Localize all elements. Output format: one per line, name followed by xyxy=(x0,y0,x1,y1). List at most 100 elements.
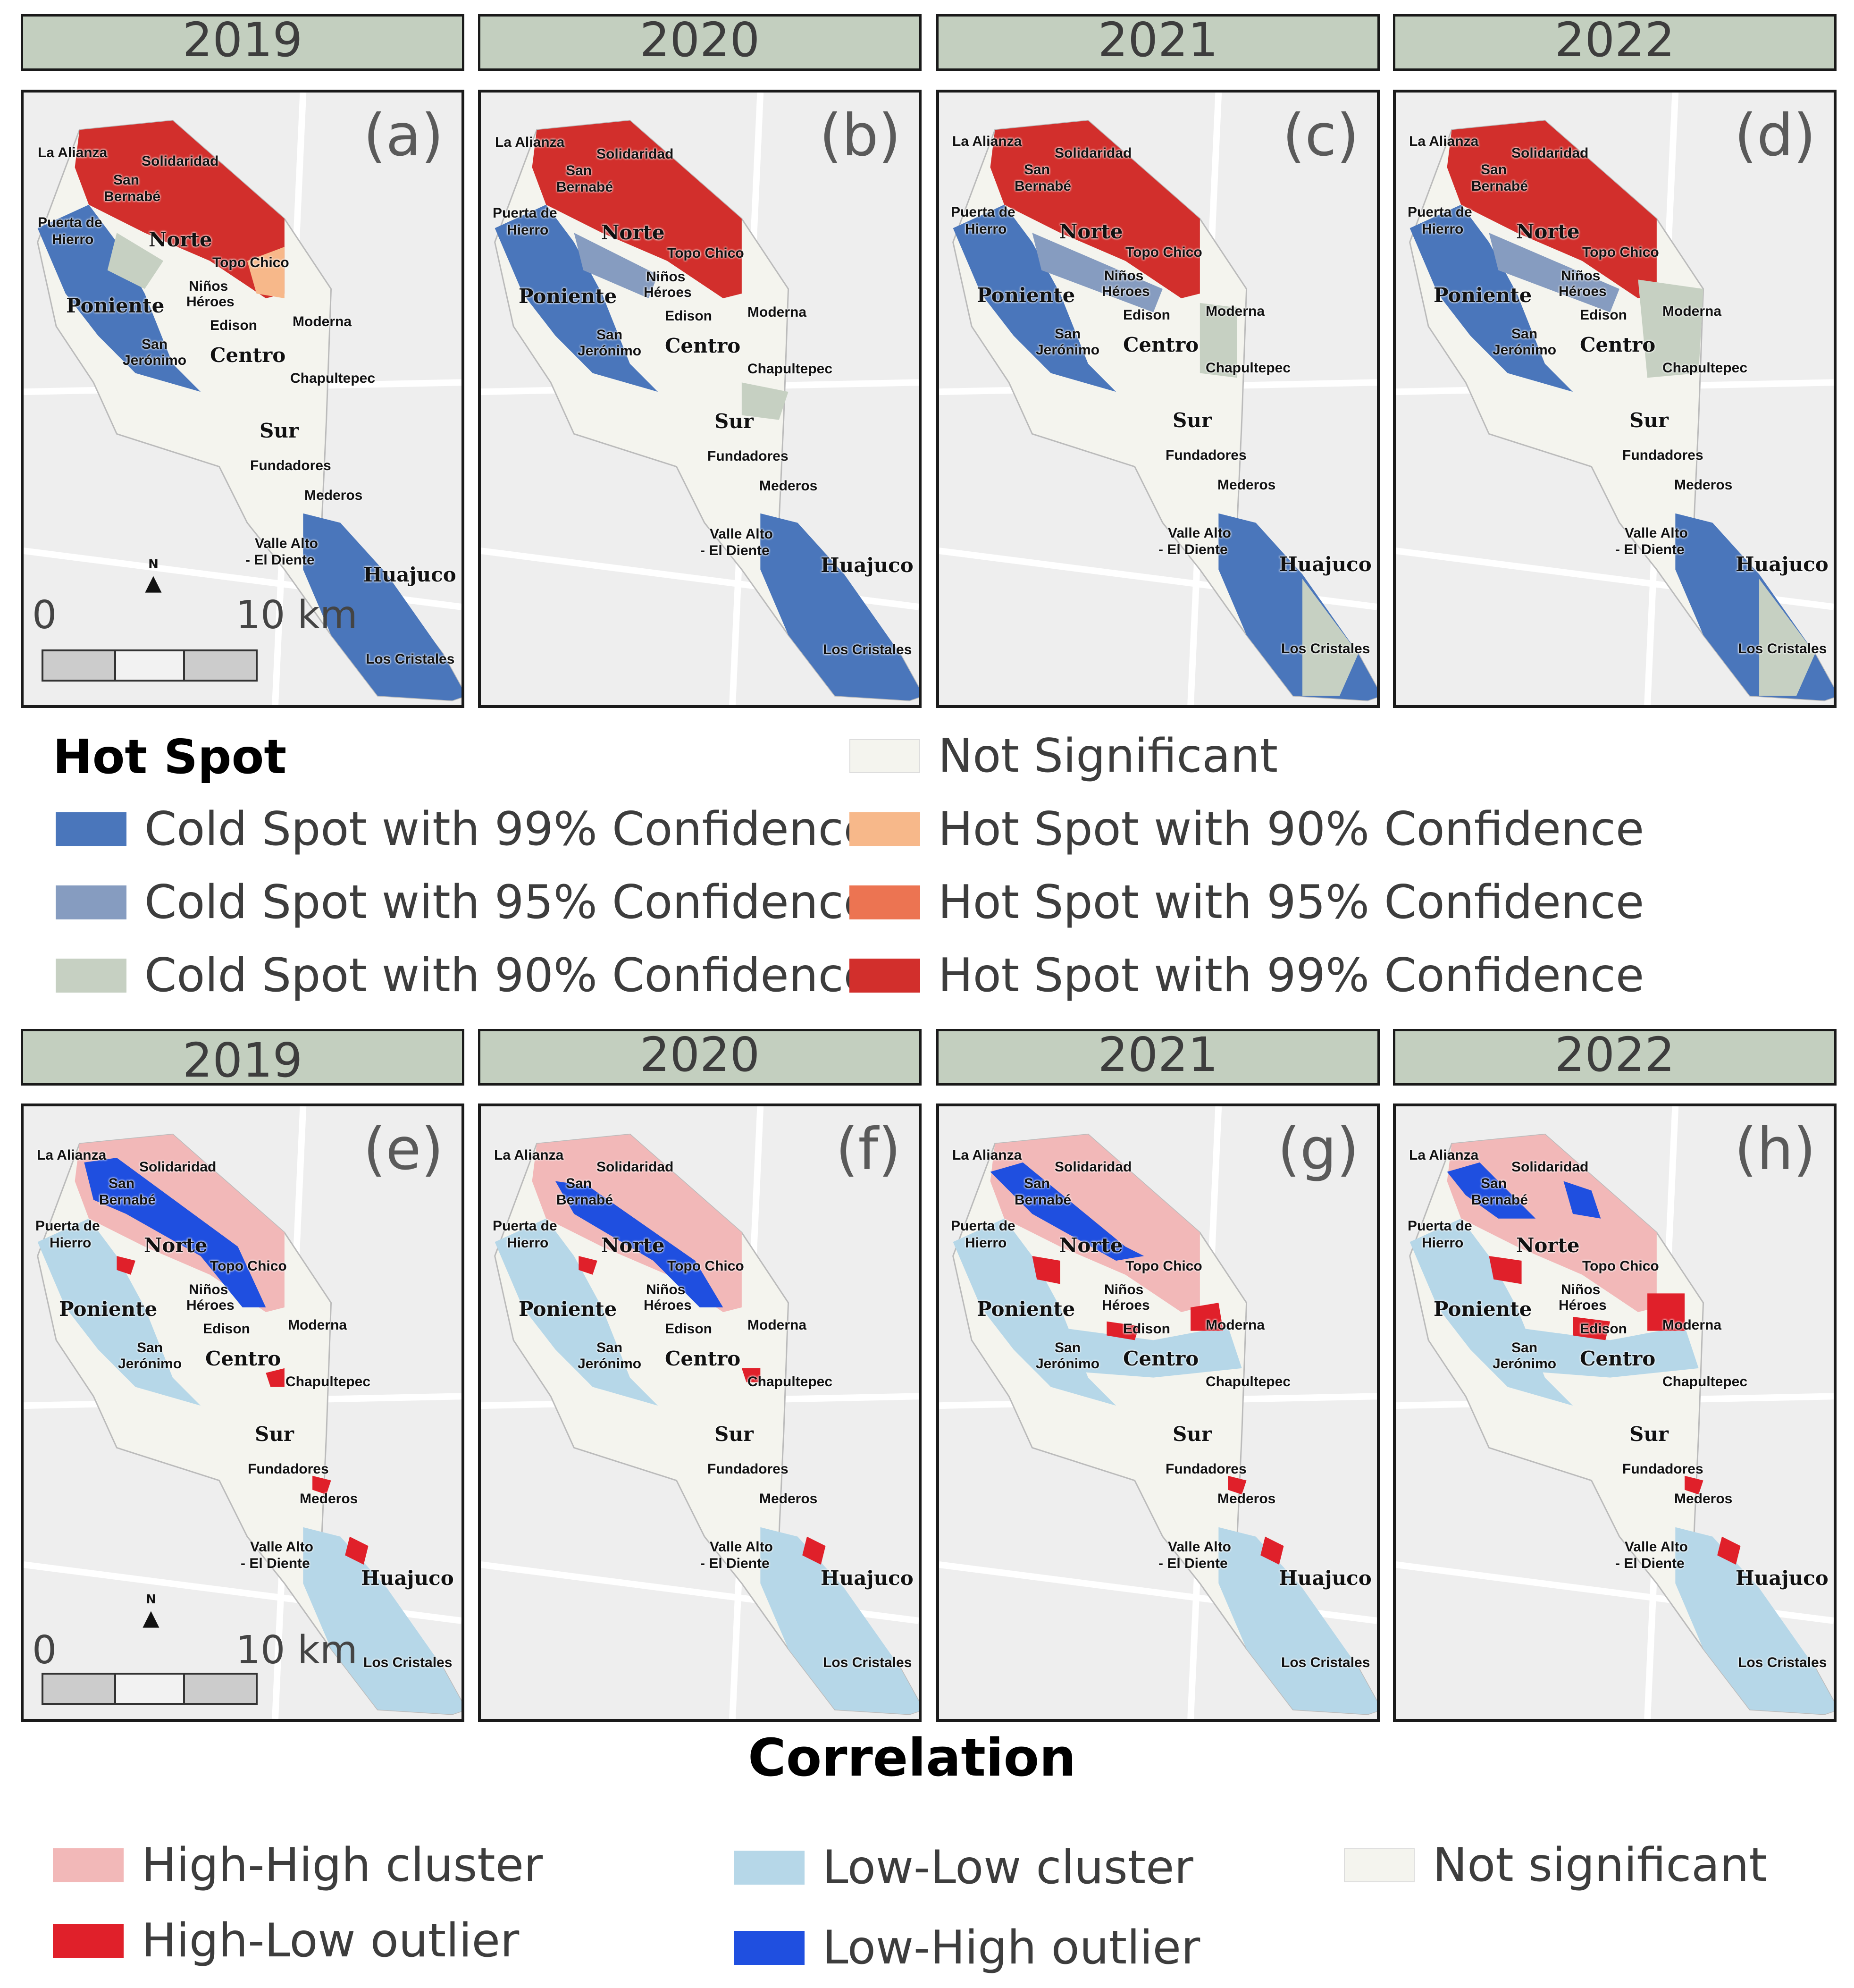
legend-label: Not significant xyxy=(1433,1838,1767,1892)
scale-zero: 0 xyxy=(32,1628,57,1673)
place-edison: Edison xyxy=(1580,1321,1627,1337)
place-bernabe: Bernabé xyxy=(104,189,161,204)
panel-letter: (g) xyxy=(1277,1116,1359,1183)
map-canvas xyxy=(939,1106,1377,1719)
place-hierro: Hierro xyxy=(1422,221,1464,237)
place-edison: Edison xyxy=(1580,307,1627,323)
place-ninos: Niños xyxy=(1104,1282,1144,1297)
north-arrow-icon: N ▲ xyxy=(145,557,162,595)
place-hierro: Hierro xyxy=(507,1235,549,1251)
correlation-map-2022: (h) La Alianza Solidaridad San Bernabé P… xyxy=(1393,1104,1837,1722)
place-norte: Norte xyxy=(144,1234,208,1257)
place-mederos: Mederos xyxy=(304,488,363,503)
hotspot-map-2019: (a) La Alianza Solidaridad San Bernabé P… xyxy=(21,90,464,708)
legend-label: Hot Spot with 95% Confidence xyxy=(938,876,1644,929)
place-huajuco: Huajuco xyxy=(1736,1567,1829,1590)
place-jeronimo: Jerónimo xyxy=(1493,342,1557,358)
place-los-cristales: Los Cristales xyxy=(366,651,455,667)
place-san: San xyxy=(109,1176,135,1191)
legend-label: Low-High outlier xyxy=(822,1921,1200,1975)
hotspot-map-2020: (b) La Alianza Solidaridad San Bernabé P… xyxy=(478,90,922,708)
place-bernabe: Bernabé xyxy=(1015,1192,1072,1208)
legend-low-low: Low-Low cluster xyxy=(734,1841,1193,1895)
place-sur: Sur xyxy=(1629,1423,1669,1446)
place-valle-alto: Valle Alto xyxy=(710,1539,773,1555)
legend-swatch xyxy=(53,1924,124,1958)
place-chapultepec: Chapultepec xyxy=(1206,360,1291,376)
place-norte: Norte xyxy=(1059,1234,1123,1257)
place-san: San xyxy=(566,163,592,178)
place-norte: Norte xyxy=(1516,220,1580,243)
place-la-alianza: La Alianza xyxy=(38,145,108,160)
legend-hot-90: Hot Spot with 90% Confidence xyxy=(849,802,1644,856)
place-chapultepec: Chapultepec xyxy=(747,361,833,377)
year-header-2021: 2021 xyxy=(936,14,1380,71)
place-heroes: Héroes xyxy=(1559,1297,1607,1313)
place-san-2: San xyxy=(1511,1340,1538,1356)
place-puerta-de: Puerta de xyxy=(493,205,557,221)
place-solidaridad: Solidaridad xyxy=(1511,145,1589,161)
place-san: San xyxy=(566,1176,592,1191)
place-san-2: San xyxy=(596,1340,623,1356)
place-puerta-de: Puerta de xyxy=(1408,1218,1472,1234)
place-huajuco: Huajuco xyxy=(361,1567,454,1590)
place-jeronimo: Jerónimo xyxy=(1036,1356,1100,1372)
legend-label: High-High cluster xyxy=(142,1838,543,1892)
place-valle-alto: Valle Alto xyxy=(710,526,773,542)
legend-label: Not Significant xyxy=(938,729,1278,783)
place-moderna: Moderna xyxy=(1662,303,1722,319)
map-canvas xyxy=(939,93,1377,705)
place-topo-chico: Topo Chico xyxy=(1582,1258,1659,1274)
place-bernabe: Bernabé xyxy=(556,1192,613,1208)
place-heroes: Héroes xyxy=(186,294,235,310)
scale-distance: 10 km xyxy=(236,593,358,638)
place-mederos: Mederos xyxy=(1674,1491,1733,1507)
place-sur: Sur xyxy=(255,1423,294,1446)
place-el-diente: - El Diente xyxy=(1615,1556,1685,1571)
place-centro: Centro xyxy=(665,1347,741,1370)
place-poniente: Poniente xyxy=(66,294,165,317)
place-san: San xyxy=(113,172,140,188)
place-mederos: Mederos xyxy=(1674,477,1733,493)
place-la-alianza: La Alianza xyxy=(1409,1147,1479,1163)
place-san: San xyxy=(1481,1176,1507,1191)
place-los-cristales: Los Cristales xyxy=(1738,1655,1827,1670)
place-norte: Norte xyxy=(1516,1234,1580,1257)
place-sur: Sur xyxy=(1173,409,1212,432)
place-mederos: Mederos xyxy=(300,1491,358,1507)
north-arrow-icon: N ▲ xyxy=(143,1592,159,1630)
place-los-cristales: Los Cristales xyxy=(1281,1655,1370,1670)
place-ninos: Niños xyxy=(189,278,228,294)
legend-swatch xyxy=(56,812,126,846)
place-fundadores: Fundadores xyxy=(707,448,789,464)
place-bernabe: Bernabé xyxy=(1471,1192,1528,1208)
year-header-2021-b: 2021 xyxy=(936,1029,1380,1086)
place-edison: Edison xyxy=(203,1321,251,1337)
legend-swatch xyxy=(56,885,126,919)
place-la-alianza: La Alianza xyxy=(494,1147,564,1163)
place-solidaridad: Solidaridad xyxy=(142,153,219,169)
place-chapultepec: Chapultepec xyxy=(1662,1374,1748,1390)
legend-label: High-Low outlier xyxy=(142,1914,520,1968)
place-moderna: Moderna xyxy=(747,304,807,320)
place-centro: Centro xyxy=(665,334,741,357)
place-hierro: Hierro xyxy=(1422,1235,1464,1251)
place-heroes: Héroes xyxy=(186,1297,235,1313)
place-ninos: Niños xyxy=(646,1282,686,1297)
place-jeronimo: Jerónimo xyxy=(578,1356,642,1372)
place-san: San xyxy=(1481,162,1507,177)
place-el-diente: - El Diente xyxy=(245,552,315,568)
place-heroes: Héroes xyxy=(644,1297,692,1313)
place-el-diente: - El Diente xyxy=(241,1556,310,1571)
place-edison: Edison xyxy=(210,318,258,333)
place-el-diente: - El Diente xyxy=(1158,542,1228,557)
place-poniente: Poniente xyxy=(519,1297,617,1321)
place-heroes: Héroes xyxy=(1102,284,1150,299)
place-la-alianza: La Alianza xyxy=(495,135,565,150)
place-solidaridad: Solidaridad xyxy=(1055,145,1132,161)
place-poniente: Poniente xyxy=(1434,1297,1532,1321)
place-fundadores: Fundadores xyxy=(250,458,331,473)
place-mederos: Mederos xyxy=(759,1491,818,1507)
place-poniente: Poniente xyxy=(977,1297,1075,1321)
place-bernabe: Bernabé xyxy=(556,179,613,195)
